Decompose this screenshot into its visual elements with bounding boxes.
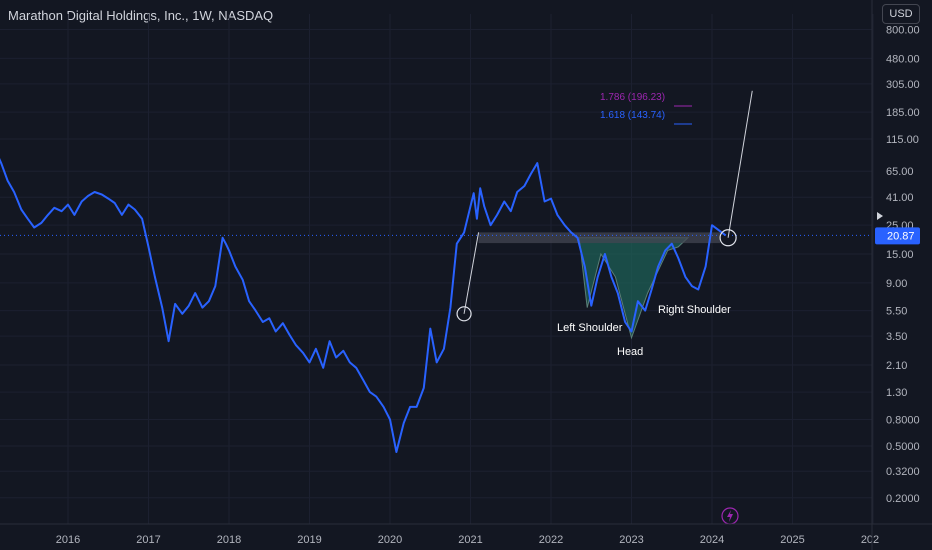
y-tick-label: 0.3200 bbox=[886, 466, 920, 478]
y-tick-label: 480.00 bbox=[886, 53, 920, 65]
zone-layer bbox=[478, 232, 721, 244]
y-tick-label: 65.00 bbox=[886, 166, 914, 178]
x-tick-label: 2021 bbox=[458, 534, 482, 546]
currency-button[interactable]: USD bbox=[882, 4, 920, 24]
x-tick-label: 2024 bbox=[700, 534, 724, 546]
breakout-circle bbox=[456, 306, 472, 322]
annotation-label: Left Shoulder bbox=[557, 322, 623, 334]
x-tick-label: 2019 bbox=[297, 534, 321, 546]
breakout-trendline bbox=[463, 232, 480, 314]
current-price-label: 20.87 bbox=[887, 230, 915, 242]
x-tick-label: 2016 bbox=[56, 534, 80, 546]
x-tick-label: 2022 bbox=[539, 534, 563, 546]
y-tick-label: 15.00 bbox=[886, 249, 914, 261]
y-tick-label: 305.00 bbox=[886, 79, 920, 91]
y-tick-label: 5.50 bbox=[886, 306, 907, 318]
resistance-zone bbox=[478, 232, 721, 244]
y-tick-label: 9.00 bbox=[886, 278, 907, 290]
fib-label-0: 1.786 (196.23) bbox=[600, 92, 665, 103]
y-tick-label: 800.00 bbox=[886, 24, 920, 36]
y-tick-label: 185.00 bbox=[886, 107, 920, 119]
price-line bbox=[0, 158, 727, 453]
y-tick-label: 115.00 bbox=[886, 134, 919, 146]
annotation-label: Right Shoulder bbox=[658, 304, 731, 316]
y-tick-label: 0.8000 bbox=[886, 414, 920, 426]
current-price-badge bbox=[875, 227, 920, 245]
grid-layer bbox=[0, 14, 874, 524]
y-tick-label: 41.00 bbox=[886, 192, 914, 204]
x-tick-label: 2023 bbox=[619, 534, 643, 546]
scale-pointer-icon bbox=[877, 212, 883, 220]
fib-label-1: 1.618 (143.74) bbox=[600, 110, 665, 121]
y-tick-label: 1.30 bbox=[886, 387, 907, 399]
projection-trendline bbox=[727, 90, 753, 238]
x-tick-label: 2025 bbox=[780, 534, 804, 546]
x-tick-label: 2020 bbox=[378, 534, 402, 546]
y-tick-label: 0.5000 bbox=[886, 441, 920, 453]
y-tick-label: 2.10 bbox=[886, 360, 907, 372]
y-tick-label: 3.50 bbox=[886, 331, 907, 343]
lightning-icon[interactable] bbox=[721, 507, 739, 525]
line-layer bbox=[0, 158, 727, 453]
x-tick-label: 2018 bbox=[217, 534, 241, 546]
x-tick-label: 202 bbox=[861, 534, 879, 546]
y-tick-label: 0.2000 bbox=[886, 493, 920, 505]
annotation-label: Head bbox=[617, 346, 643, 358]
chart-title: Marathon Digital Holdings, Inc., 1W, NAS… bbox=[8, 8, 274, 23]
retest-circle bbox=[719, 229, 737, 247]
x-tick-label: 2017 bbox=[136, 534, 160, 546]
overlay-layer: 1.786 (196.23) 1.618 (143.74) Left Shoulde… bbox=[0, 90, 872, 525]
